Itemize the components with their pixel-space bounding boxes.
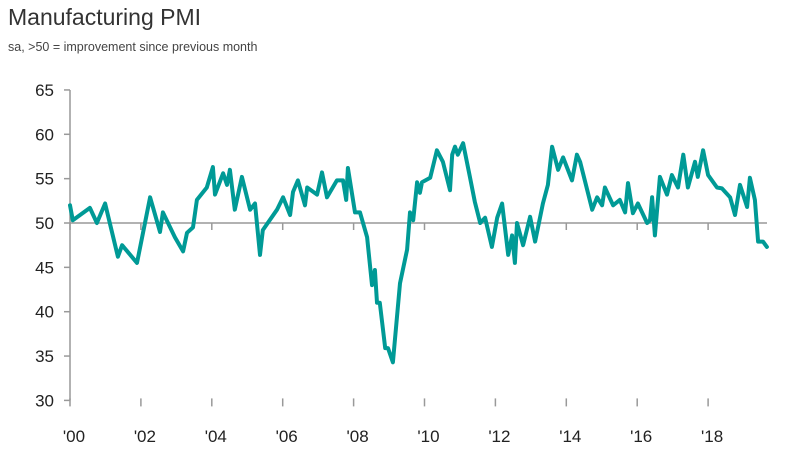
y-tick-label: 65: [35, 81, 54, 100]
y-tick-label: 55: [35, 170, 54, 189]
y-tick-label: 60: [35, 125, 54, 144]
y-tick-label: 40: [35, 303, 54, 322]
x-tick-label: '02: [134, 427, 156, 446]
x-tick-label: '16: [630, 427, 652, 446]
pmi-series-line: [68, 141, 769, 365]
x-tick-label: '14: [559, 427, 581, 446]
y-tick-label: 35: [35, 347, 54, 366]
y-tick-label: 50: [35, 214, 54, 233]
x-tick-label: '04: [205, 427, 227, 446]
x-tick-label: '00: [63, 427, 85, 446]
x-tick-label: '18: [701, 427, 723, 446]
x-tick-label: '06: [276, 427, 298, 446]
chart-title: Manufacturing PMI: [8, 4, 202, 30]
x-tick-label: '10: [417, 427, 439, 446]
chart-subtitle: sa, >50 = improvement since previous mon…: [8, 40, 258, 54]
x-tick-label: '12: [488, 427, 510, 446]
x-tick-label: '08: [347, 427, 369, 446]
y-tick-label: 45: [35, 258, 54, 277]
y-tick-label: 30: [35, 391, 54, 410]
